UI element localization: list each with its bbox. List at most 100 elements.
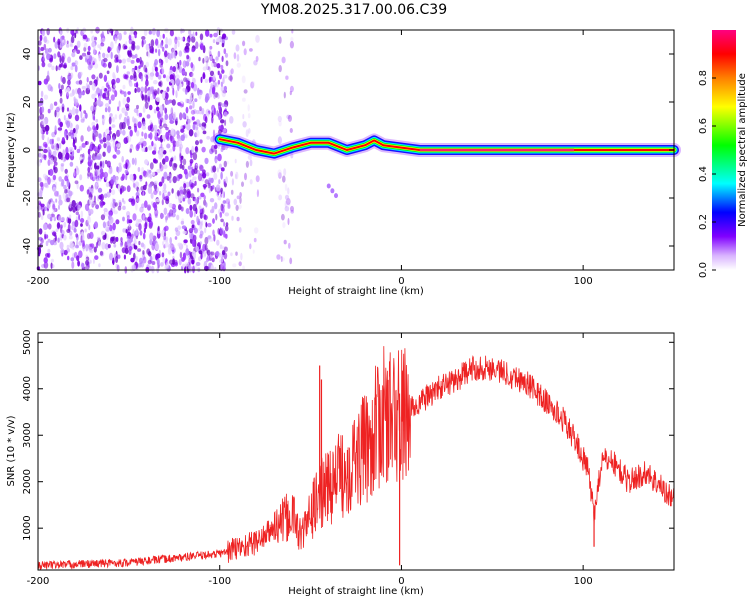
- noise-dot: [45, 253, 50, 258]
- noise-dot: [204, 116, 208, 124]
- noise-dot: [102, 52, 106, 58]
- noise-dot: [126, 211, 131, 217]
- noise-dot: [127, 91, 131, 95]
- snr-series-line: [37, 346, 675, 570]
- noise-dot: [112, 154, 117, 159]
- noise-dot: [214, 149, 218, 155]
- noise-dot: [224, 52, 229, 58]
- noise-dot: [112, 222, 116, 231]
- noise-dot: [82, 153, 85, 161]
- noise-dot: [103, 57, 108, 63]
- noise-dot: [100, 230, 106, 236]
- noise-dot: [82, 239, 85, 247]
- noise-dot: [79, 71, 83, 76]
- noise-dot: [241, 181, 244, 187]
- noise-dot: [74, 114, 80, 122]
- noise-dot: [213, 144, 218, 150]
- noise-dot: [226, 203, 231, 209]
- noise-dot: [219, 244, 223, 250]
- noise-dot: [60, 164, 64, 172]
- noise-dot: [165, 100, 171, 105]
- noise-dot: [71, 200, 76, 207]
- noise-dot: [142, 106, 146, 113]
- noise-dot: [167, 191, 171, 197]
- noise-dot: [52, 150, 57, 157]
- noise-dot: [165, 126, 169, 131]
- noise-dot: [99, 139, 104, 144]
- noise-dot: [136, 87, 141, 93]
- noise-dot: [67, 255, 70, 261]
- noise-dot: [104, 243, 110, 250]
- noise-dot: [161, 176, 165, 184]
- noise-dot: [42, 223, 48, 231]
- noise-dot: [45, 39, 50, 44]
- noise-dot: [154, 66, 159, 73]
- noise-dot: [189, 204, 193, 211]
- noise-dot: [184, 193, 188, 199]
- noise-dot: [290, 205, 294, 212]
- noise-dot: [188, 257, 192, 264]
- noise-dot: [185, 181, 190, 188]
- noise-dot: [227, 201, 231, 209]
- noise-dot: [222, 128, 228, 134]
- noise-dot: [220, 218, 224, 223]
- noise-dot: [73, 98, 77, 104]
- noise-dot: [195, 31, 198, 36]
- colorbar: 0.0 0.2 0.4 0.6 0.8 Normalized spectral ampl…: [698, 30, 748, 278]
- noise-dot: [195, 126, 199, 131]
- noise-dot: [180, 28, 183, 34]
- noise-dot: [180, 157, 183, 165]
- noise-dot: [79, 55, 83, 60]
- noise-dot: [135, 191, 140, 197]
- noise-dot: [191, 36, 196, 43]
- noise-dot: [164, 44, 169, 49]
- noise-dot: [136, 198, 141, 203]
- noise-dot: [99, 201, 104, 208]
- noise-dot: [114, 90, 118, 98]
- noise-dot: [285, 197, 291, 206]
- noise-dot: [221, 55, 224, 63]
- noise-dot: [66, 135, 69, 141]
- noise-dot: [48, 199, 51, 205]
- noise-dot: [221, 103, 226, 108]
- noise-dot: [242, 121, 247, 128]
- noise-dot: [53, 53, 57, 59]
- noise-dot: [282, 175, 286, 183]
- noise-dot: [180, 128, 185, 133]
- noise-dot: [67, 71, 70, 76]
- noise-dot: [204, 55, 208, 61]
- noise-dot: [80, 91, 85, 96]
- noise-dot: [84, 112, 88, 119]
- noise-dot: [118, 165, 122, 173]
- noise-dot: [94, 58, 97, 64]
- noise-dot: [66, 91, 69, 100]
- noise-dot: [141, 167, 145, 173]
- noise-dot: [190, 81, 195, 89]
- noise-dot: [52, 174, 57, 181]
- noise-dot: [177, 83, 180, 92]
- noise-dot: [212, 218, 215, 224]
- noise-dot: [134, 53, 138, 59]
- noise-dot: [208, 177, 212, 182]
- noise-dot: [86, 76, 89, 83]
- noise-dot: [218, 179, 221, 185]
- noise-dot: [89, 196, 91, 205]
- noise-dot: [117, 53, 121, 60]
- noise-dot: [119, 242, 123, 248]
- noise-dot: [140, 242, 145, 248]
- noise-dot: [163, 232, 167, 237]
- noise-dot: [142, 232, 146, 240]
- noise-dot: [63, 64, 67, 69]
- noise-dot: [204, 243, 208, 251]
- noise-dot: [242, 114, 245, 120]
- noise-dot: [214, 82, 219, 88]
- noise-dot: [42, 209, 45, 216]
- noise-dot: [113, 210, 118, 215]
- noise-dot: [214, 266, 217, 272]
- noise-dot: [160, 150, 164, 158]
- noise-dot: [142, 214, 145, 222]
- noise-dot: [67, 79, 71, 86]
- snr-frame: [37, 332, 675, 571]
- noise-dot: [111, 124, 116, 128]
- noise-dot: [136, 130, 140, 137]
